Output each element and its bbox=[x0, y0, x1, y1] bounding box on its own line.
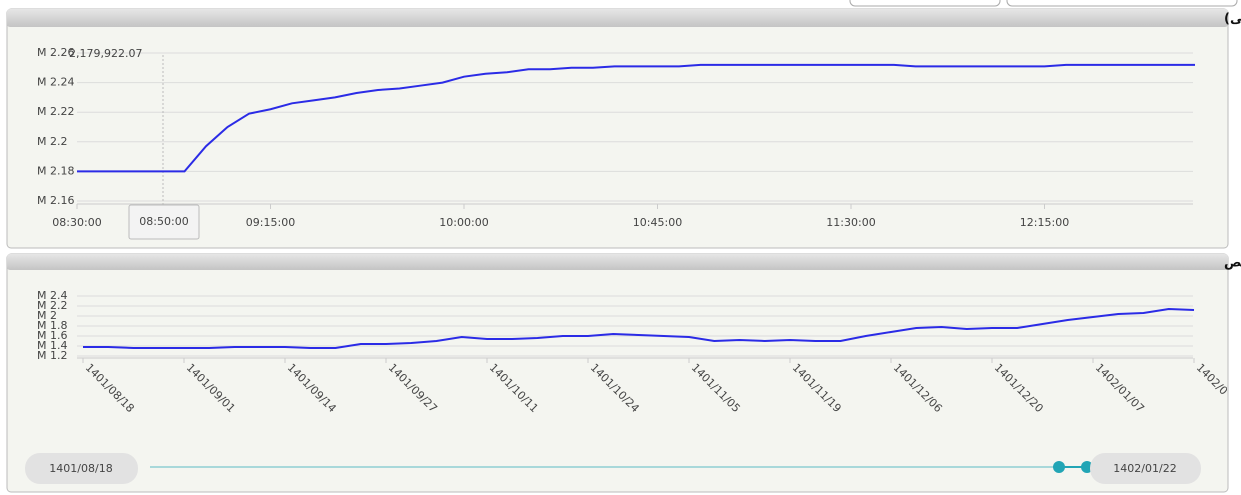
crosshair-value: 2,179,922.07 bbox=[69, 47, 142, 60]
y-tick-label: M 2.2 bbox=[37, 135, 67, 148]
tab[interactable] bbox=[849, 0, 1001, 7]
x-tick-label: 10:45:00 bbox=[633, 216, 682, 229]
series-line bbox=[83, 307, 1195, 349]
series-line bbox=[77, 63, 1195, 173]
y-tick-label: M 2.26 bbox=[37, 46, 74, 59]
y-tick-label: M 2.4 bbox=[37, 289, 67, 302]
y-tick-label: M 2.24 bbox=[37, 76, 74, 89]
y-tick-label: M 2.22 bbox=[37, 105, 74, 118]
x-tick-label: 09:15:00 bbox=[246, 216, 295, 229]
x-tick-label: 12:15:00 bbox=[1020, 216, 1069, 229]
x-tick-label: 10:00:00 bbox=[439, 216, 488, 229]
panel-title: شاخص کل (آخرین روز معاملاتی) bbox=[1224, 10, 1241, 27]
range-start-label: 1401/08/18 bbox=[49, 462, 112, 475]
crosshair-x-label: 08:50:00 bbox=[139, 215, 188, 228]
range-end-label: 1402/01/22 bbox=[1113, 462, 1176, 475]
y-tick-label: M 1.6 bbox=[37, 329, 67, 342]
y-tick-label: M 1.4 bbox=[37, 339, 67, 352]
panel-header bbox=[7, 9, 1228, 27]
panel-title: نمودار شاخص bbox=[1224, 256, 1241, 271]
y-tick-label: M 2.16 bbox=[37, 194, 74, 207]
tab[interactable] bbox=[1006, 0, 1238, 7]
slider-handle[interactable] bbox=[1081, 461, 1093, 473]
y-tick-label: M 2 bbox=[37, 309, 57, 322]
crosshair-tooltip bbox=[128, 204, 200, 240]
y-tick-label: M 1.8 bbox=[37, 319, 67, 332]
y-tick-label: M 2.18 bbox=[37, 164, 74, 177]
range-end[interactable] bbox=[1090, 453, 1201, 484]
range-start[interactable] bbox=[25, 453, 138, 484]
y-tick-label: M 1.2 bbox=[37, 349, 67, 362]
x-tick-label: 08:30:00 bbox=[52, 216, 101, 229]
slider-handle[interactable] bbox=[1053, 461, 1065, 473]
y-tick-label: M 2.2 bbox=[37, 299, 67, 312]
x-tick-label: 11:30:00 bbox=[826, 216, 875, 229]
panel-header bbox=[7, 254, 1228, 270]
